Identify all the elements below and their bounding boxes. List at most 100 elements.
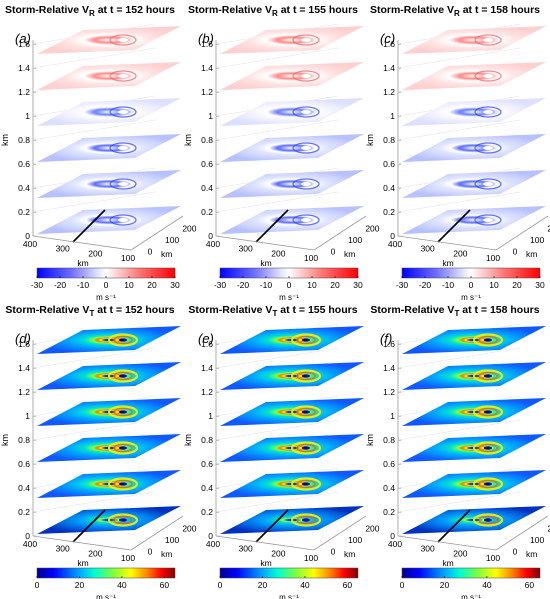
y-axis-label: km <box>526 249 537 259</box>
eye <box>483 218 493 222</box>
eye <box>483 182 493 186</box>
slice-1 <box>402 170 546 198</box>
eyewall-ring <box>109 106 137 118</box>
slice-plane <box>37 170 181 198</box>
eyewall-ring <box>290 405 322 419</box>
eyewall-ring <box>109 70 137 82</box>
colorbar-tick-label: 0 <box>287 280 292 290</box>
eye <box>301 38 311 42</box>
y-tick-label: 0 <box>331 246 336 256</box>
panel-label: (a) <box>15 31 31 46</box>
y-tick-label: 0 <box>513 546 518 556</box>
z-tick-label: 1.2 <box>383 387 395 397</box>
z-gridline <box>397 191 521 213</box>
y-tick-label: 200 <box>365 524 379 534</box>
eye <box>302 518 310 522</box>
x-tick-label: 400 <box>388 239 402 249</box>
z-gridline <box>32 347 156 369</box>
panel-label: (b) <box>198 31 214 46</box>
x-tick-label: 200 <box>271 248 285 258</box>
x-tick-label: 400 <box>388 539 402 549</box>
colorbar-tick-label: 10 <box>489 280 499 290</box>
z-tick-label: 1.2 <box>201 87 213 97</box>
z-gridline <box>397 419 521 441</box>
colorbar-tick-label: -30 <box>31 280 44 290</box>
colorbar-tick-label: 0 <box>35 580 40 590</box>
panel-c: Storm-Relative VR at t = 158 hours (c) 0 0.… <box>365 4 550 302</box>
y-axis-label: km <box>344 549 355 559</box>
slice-3 <box>220 398 364 426</box>
eye <box>484 518 492 522</box>
slice-1 <box>220 470 364 498</box>
slice-plane <box>37 134 181 162</box>
eyewall-ring <box>290 513 322 527</box>
z-tick-label: 0.4 <box>201 183 213 193</box>
z-gridline <box>32 47 156 69</box>
z-axis-label: km <box>183 134 193 146</box>
colorbar-tick-label: 30 <box>353 280 363 290</box>
x-axis-label: km <box>442 258 453 268</box>
y-axis-label: km <box>344 249 355 259</box>
slice-plane <box>402 170 546 198</box>
x-tick-label: 300 <box>56 544 70 554</box>
y-axis-line <box>130 215 184 251</box>
colorbar-tick-label: 10 <box>124 280 134 290</box>
colorbar-label: m s⁻¹ <box>461 293 481 302</box>
slice-4 <box>402 362 546 390</box>
slice-plane <box>220 98 364 126</box>
z-tick-label: 1.6 <box>383 39 395 49</box>
eye <box>118 182 128 186</box>
y-tick-label: 200 <box>365 224 379 234</box>
slice-5 <box>402 326 546 354</box>
z-tick-label: 0 <box>208 531 213 541</box>
colorbar-tick-label: -20 <box>237 280 250 290</box>
z-tick-label: 0 <box>25 531 30 541</box>
rmw-ring <box>113 515 133 525</box>
z-tick-label: 1.4 <box>201 363 213 373</box>
eyewall-ring <box>292 70 320 82</box>
x-tick-label: 100 <box>304 253 318 263</box>
x-axis-label: km <box>260 258 271 268</box>
slice-2 <box>402 134 546 162</box>
x-tick-label: 200 <box>271 548 285 558</box>
slice-1 <box>37 470 181 498</box>
cross-section-line <box>437 209 471 243</box>
z-tick-label: 0.8 <box>18 135 30 145</box>
colorbar-tick-label: 20 <box>330 280 340 290</box>
x-tick-label: 400 <box>23 539 37 549</box>
eye <box>484 482 492 486</box>
z-tick-label: 1.2 <box>383 87 395 97</box>
eye <box>302 482 310 486</box>
colorbar <box>219 567 359 579</box>
z-tick-label: 0.2 <box>18 207 30 217</box>
z-tick-label: 1.6 <box>18 39 30 49</box>
z-gridline <box>215 347 339 369</box>
slice-plane <box>402 98 546 126</box>
colorbar-tick-label: 0 <box>469 280 474 290</box>
z-gridline <box>215 47 339 69</box>
eyewall-ring <box>472 477 504 491</box>
rmw-ring <box>478 407 498 417</box>
colorbar-label: m s⁻¹ <box>279 293 299 302</box>
z-gridline <box>215 491 339 513</box>
eye <box>301 218 311 222</box>
cross-section-line <box>255 509 289 543</box>
colorbar-tick-label: 60 <box>343 580 353 590</box>
z-tick-label: 0.8 <box>18 435 30 445</box>
slice-plane <box>402 62 546 90</box>
x-tick-label: 200 <box>88 248 102 258</box>
x-axis-line <box>32 535 132 551</box>
rmw-ring <box>478 371 498 381</box>
slice-4 <box>402 62 546 90</box>
eyewall-ring <box>472 333 504 347</box>
x-axis-line <box>397 235 497 251</box>
slice-plane <box>220 134 364 162</box>
slice-plane <box>220 206 364 234</box>
x-tick-label: 400 <box>23 239 37 249</box>
eye <box>118 38 128 42</box>
eyewall-ring <box>107 369 139 383</box>
eyewall-ring <box>107 513 139 527</box>
z-tick-label: 0.4 <box>18 183 30 193</box>
z-tick-label: 0.6 <box>18 459 30 469</box>
